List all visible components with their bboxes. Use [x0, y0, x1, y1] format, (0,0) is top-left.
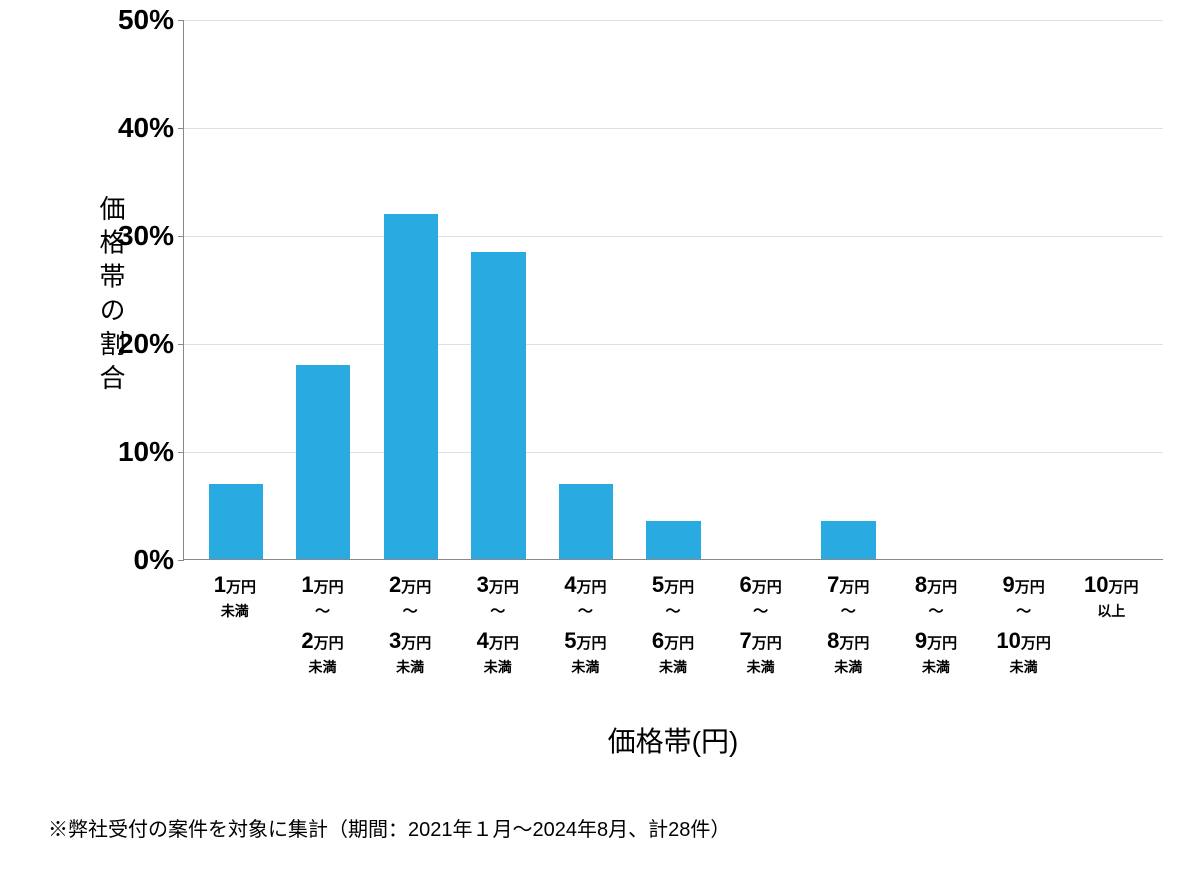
- x-tick-label: 5万円〜6万円未満: [629, 568, 717, 678]
- y-tick-label: 30%: [96, 220, 174, 252]
- bar: [646, 521, 700, 559]
- bar-slot: [455, 20, 543, 559]
- bar-slot: [1067, 20, 1155, 559]
- x-tick-label: 9万円〜10万円未満: [980, 568, 1068, 678]
- bars-group: [184, 20, 1163, 559]
- bar: [384, 214, 438, 559]
- x-tick-label: 10万円以上: [1067, 568, 1155, 678]
- x-tick-label: 4万円〜5万円未満: [542, 568, 630, 678]
- bar-slot: [280, 20, 368, 559]
- chart-container: 価格帯の割合 0%10%20%30%40%50% 1万円未満1万円〜2万円未満2…: [75, 20, 1175, 740]
- y-tick-label: 0%: [96, 544, 174, 576]
- bar-slot: [805, 20, 893, 559]
- y-tick-mark: [178, 560, 184, 561]
- bar: [559, 484, 613, 559]
- bar-slot: [367, 20, 455, 559]
- x-tick-label: 6万円〜7万円未満: [717, 568, 805, 678]
- x-tick-label: 7万円〜8万円未満: [804, 568, 892, 678]
- bar: [296, 365, 350, 559]
- x-tick-label: 8万円〜9万円未満: [892, 568, 980, 678]
- x-tick-label: 3万円〜4万円未満: [454, 568, 542, 678]
- bar-slot: [980, 20, 1068, 559]
- bar-slot: [717, 20, 805, 559]
- x-tick-label: 2万円〜3万円未満: [366, 568, 454, 678]
- bar-slot: [630, 20, 718, 559]
- bar-slot: [542, 20, 630, 559]
- y-tick-label: 20%: [96, 328, 174, 360]
- bar-slot: [892, 20, 980, 559]
- bar-slot: [192, 20, 280, 559]
- x-axis-labels: 1万円未満1万円〜2万円未満2万円〜3万円未満3万円〜4万円未満4万円〜5万円未…: [183, 568, 1163, 678]
- y-tick-label: 40%: [96, 112, 174, 144]
- bar: [471, 252, 525, 559]
- footnote-text: ※弊社受付の案件を対象に集計（期間：2021年１月〜2024年8月、計28件）: [48, 813, 730, 842]
- x-tick-label: 1万円未満: [191, 568, 279, 678]
- bar: [821, 521, 875, 559]
- y-tick-label: 50%: [96, 4, 174, 36]
- bar: [209, 484, 263, 559]
- plot-area: 0%10%20%30%40%50%: [183, 20, 1163, 560]
- x-tick-label: 1万円〜2万円未満: [279, 568, 367, 678]
- x-axis-title: 価格帯(円): [183, 720, 1163, 760]
- y-tick-label: 10%: [96, 436, 174, 468]
